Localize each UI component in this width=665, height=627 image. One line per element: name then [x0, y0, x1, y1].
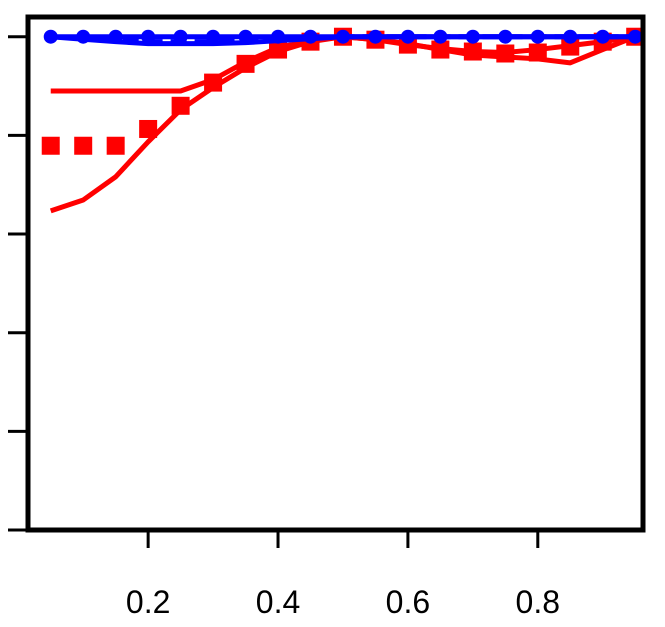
- marker: [139, 119, 158, 138]
- marker: [173, 29, 188, 44]
- marker: [465, 29, 480, 44]
- series-line: [49, 34, 636, 214]
- marker: [41, 136, 60, 155]
- x-tick-label: 0.4: [256, 584, 300, 620]
- x-tick-label: 0.2: [126, 584, 170, 620]
- x-tick-label: 0.6: [386, 584, 430, 620]
- plot-frame: [25, 14, 646, 533]
- marker: [595, 29, 610, 44]
- marker: [528, 43, 547, 62]
- marker: [303, 29, 318, 44]
- marker: [628, 29, 643, 44]
- marker: [463, 42, 482, 61]
- marker: [271, 29, 286, 44]
- x-tick-label: 0.8: [516, 584, 560, 620]
- marker: [206, 29, 221, 44]
- marker: [204, 73, 223, 92]
- marker: [76, 29, 91, 44]
- marker: [236, 54, 255, 73]
- marker: [106, 136, 125, 155]
- marker: [433, 29, 448, 44]
- marker: [238, 29, 253, 44]
- marker: [400, 29, 415, 44]
- marker: [335, 29, 350, 44]
- marker: [108, 29, 123, 44]
- marker: [563, 29, 578, 44]
- marker: [496, 44, 515, 63]
- marker: [171, 96, 190, 115]
- marker: [498, 29, 513, 44]
- marker: [269, 40, 288, 59]
- marker: [431, 40, 450, 59]
- marker: [74, 136, 93, 155]
- marker: [43, 29, 58, 44]
- marker: [561, 37, 580, 56]
- marker: [530, 29, 545, 44]
- marker: [368, 29, 383, 44]
- marker: [141, 29, 156, 44]
